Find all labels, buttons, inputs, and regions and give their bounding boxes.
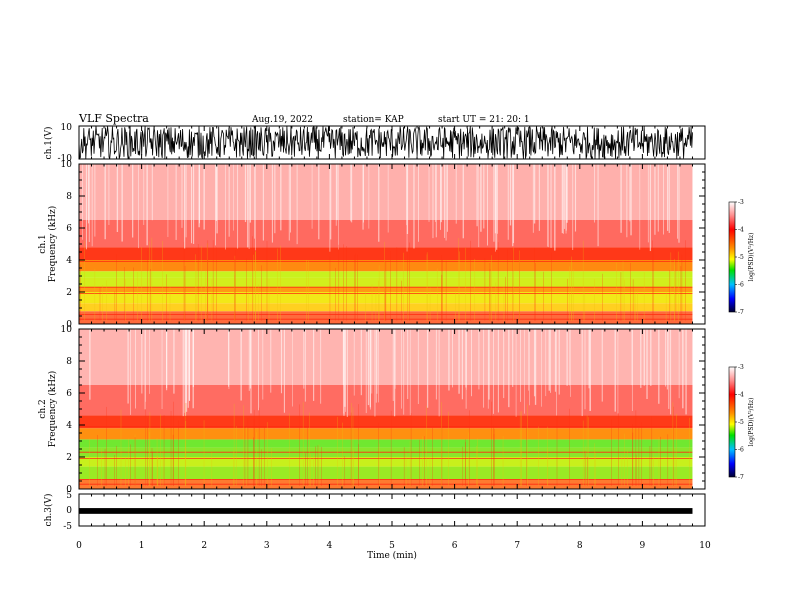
station-label: station= KAP [343, 115, 404, 125]
time-tick-label: 6 [452, 541, 458, 551]
ch3-waveform-panel: 5 0 -5 ch.3(V) 0 1 2 3 4 5 6 7 8 9 10 Time (min) [43, 491, 711, 561]
ch3-waveform-trace [79, 508, 693, 514]
frequency-tick-label: 0 [66, 485, 72, 495]
ch2-channel-label: ch.2 [38, 399, 48, 418]
ch2-spectrogram-image [79, 329, 705, 489]
time-tick-label: 9 [640, 541, 646, 551]
ch3-ytick-top: 5 [66, 491, 72, 501]
ch2-colorbar: -3 -4 -5 -6 -7 log(PSD)(V²/Hz) [728, 364, 755, 481]
colorbar-tick-label: -3 [738, 364, 744, 371]
ch1-channel-label: ch.1 [38, 234, 48, 253]
ch3-ytick-mid: 0 [66, 506, 72, 516]
colorbar-tick-label: -4 [738, 227, 744, 234]
spectral-band [79, 164, 693, 220]
colorbar-tick-label: -5 [738, 254, 744, 261]
ch2-spectrogram-yticklabels: 0 2 4 6 8 10 [61, 325, 73, 495]
ch3-ytick-bottom: -5 [63, 522, 72, 532]
frequency-tick-label: 2 [66, 288, 72, 298]
ch3-waveform-ticks [78, 493, 706, 527]
ch2-frequency-label: Frequency (kHz) [47, 371, 58, 448]
frequency-tick-label: 6 [66, 224, 72, 234]
colorbar-tick-label: -7 [738, 474, 744, 481]
spectral-band [79, 457, 693, 467]
figure-title: VLF Spectra [78, 112, 149, 125]
colorbar-scale [728, 201, 736, 313]
colorbar-label: log(PSD)(V²/Hz) [748, 233, 755, 282]
frequency-tick-label: 2 [66, 453, 72, 463]
spectral-band [79, 329, 693, 385]
ch1-spectrogram-panel: 0 2 4 6 8 10 ch.1 Frequency (kHz) [38, 160, 706, 330]
frequency-tick-label: 8 [66, 357, 72, 367]
no-data-area [692, 164, 705, 324]
ch1-waveform-ticks [78, 126, 706, 159]
time-tick-label: 2 [201, 541, 207, 551]
figure-header: VLF Spectra Aug.19, 2022 station= KAP st… [78, 112, 530, 125]
frequency-tick-label: 10 [61, 160, 73, 170]
ch2-spectrogram-ticks [78, 328, 706, 490]
date-label: Aug.19, 2022 [251, 115, 313, 125]
ch1-spectrogram-image [79, 164, 705, 324]
time-tick-label: 1 [139, 541, 145, 551]
spectral-band [79, 247, 693, 260]
ch2-spectrogram-panel: 0 2 4 6 8 10 ch.2 Frequency (kHz) [38, 325, 706, 495]
ch1-ytick-bottom: -10 [58, 154, 73, 164]
time-tick-label: 4 [327, 541, 333, 551]
start-time-label: start UT = 21: 20: 1 [438, 115, 530, 125]
spectral-band [79, 220, 693, 248]
ch3-waveform-line [79, 508, 693, 514]
ch1-waveform-trace [78, 125, 693, 160]
frequency-tick-label: 10 [61, 325, 73, 335]
frequency-tick-label: 0 [66, 320, 72, 330]
time-tick-label: 8 [577, 541, 583, 551]
colorbar-tick-label: -7 [738, 309, 744, 316]
frequency-tick-label: 4 [66, 421, 72, 431]
ch1-waveform-panel: 10 -10 ch.1(V) [43, 123, 706, 164]
time-axis-ticklabels: 0 1 2 3 4 5 6 7 8 9 10 [76, 541, 711, 551]
frequency-tick-label: 8 [66, 192, 72, 202]
frequency-tick-label: 6 [66, 389, 72, 399]
spectral-band [79, 466, 693, 480]
time-tick-label: 0 [76, 541, 82, 551]
spectral-band [79, 428, 693, 440]
time-tick-label: 10 [699, 541, 711, 551]
time-tick-label: 5 [389, 541, 395, 551]
ch1-frequency-label: Frequency (kHz) [47, 206, 58, 283]
time-tick-label: 7 [514, 541, 520, 551]
ch1-colorbar: -3 -4 -5 -6 -7 log(PSD)(V²/Hz) [728, 199, 755, 316]
colorbar-tick-label: -4 [738, 392, 744, 399]
ch1-spectrogram-yticklabels: 0 2 4 6 8 10 [61, 160, 73, 330]
spectral-band [79, 385, 693, 416]
colorbar-tick-label: -5 [738, 419, 744, 426]
colorbar-tick-label: -3 [738, 199, 744, 206]
ch1-waveform-line [78, 125, 693, 160]
ch1-ytick-top: 10 [61, 123, 73, 133]
spectral-band [79, 439, 693, 448]
time-tick-label: 3 [264, 541, 270, 551]
colorbar-scale [728, 366, 736, 478]
time-axis-label: Time (min) [367, 550, 417, 561]
ch3-waveform-ylabel: ch.3(V) [43, 494, 54, 527]
no-data-area [692, 329, 705, 489]
ch1-spectrogram-ticks [78, 163, 706, 325]
colorbar-tick-label: -6 [738, 282, 744, 289]
spectral-band [79, 415, 693, 429]
ch1-waveform-ylabel: ch.1(V) [43, 127, 54, 160]
colorbar-label: log(PSD)(V²/Hz) [748, 398, 755, 447]
frequency-tick-label: 4 [66, 256, 72, 266]
colorbar-tick-label: -6 [738, 447, 744, 454]
